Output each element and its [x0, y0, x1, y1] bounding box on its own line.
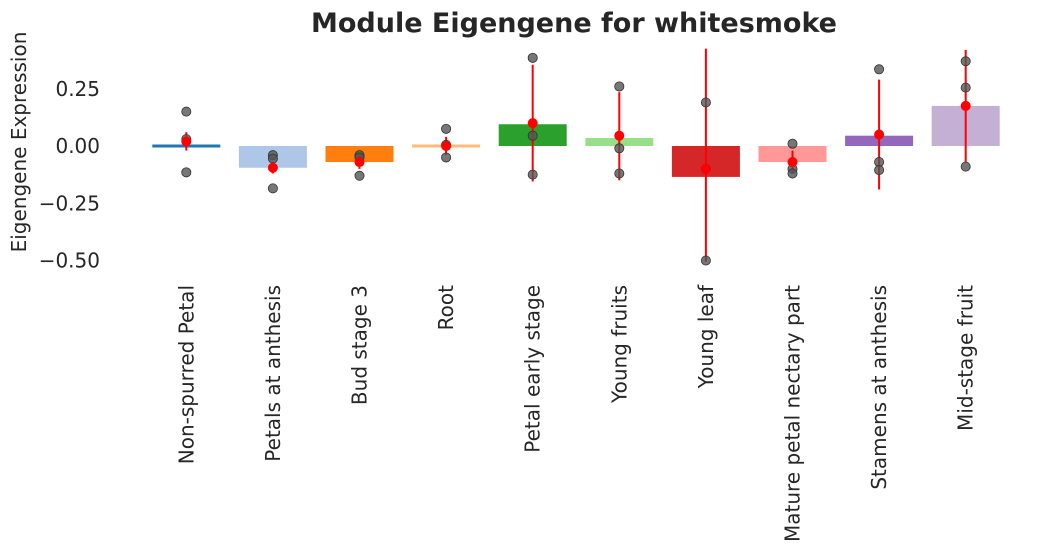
data-point	[700, 97, 711, 108]
y-tick-label: −0.50	[39, 249, 100, 273]
mean-marker	[960, 100, 971, 111]
x-tick-label: Non-spurred Petal	[174, 285, 198, 464]
y-axis-label: Eigengene Expression	[7, 32, 31, 253]
data-point	[181, 106, 192, 117]
data-point	[614, 143, 625, 154]
data-point	[527, 130, 538, 141]
mean-markers	[181, 100, 971, 174]
mean-marker	[441, 141, 452, 151]
mean-marker	[700, 163, 711, 174]
data-point	[267, 153, 278, 164]
y-tick-label: 0.00	[55, 134, 100, 158]
x-tick-label: Petals at anthesis	[261, 285, 285, 462]
x-tick-label: Bud stage 3	[348, 285, 372, 405]
y-tick-label: 0.25	[55, 77, 100, 101]
y-axis-ticks: 0.25 0.00 −0.25 −0.50	[39, 77, 100, 273]
x-tick-label: Petal early stage	[521, 285, 545, 453]
data-point	[874, 64, 885, 75]
data-point	[181, 167, 192, 178]
x-tick-label: Root	[434, 285, 458, 330]
data-point	[960, 82, 971, 93]
data-point	[614, 168, 625, 179]
mean-marker	[614, 130, 625, 141]
mean-marker	[181, 136, 192, 147]
data-point	[700, 255, 711, 266]
y-tick-label: −0.25	[39, 191, 100, 215]
data-point	[787, 168, 798, 179]
data-point	[527, 169, 538, 180]
data-point	[354, 170, 365, 181]
x-tick-label: Young leaf	[694, 284, 718, 389]
data-point	[960, 56, 971, 67]
chart-title: Module Eigengene for whitesmoke	[311, 8, 837, 39]
data-point	[960, 161, 971, 172]
mean-marker	[354, 157, 365, 168]
mean-marker	[527, 118, 538, 129]
data-point	[614, 81, 625, 92]
mean-marker	[874, 129, 885, 140]
data-point	[441, 152, 452, 163]
data-point	[787, 138, 798, 149]
x-tick-label: Stamens at anthesis	[867, 285, 891, 490]
x-tick-label: Mid-stage fruit	[954, 285, 978, 431]
data-point	[874, 165, 885, 176]
data-point	[527, 52, 538, 63]
x-axis-ticks: Non-spurred Petal Petals at anthesis Bud s…	[174, 284, 977, 542]
bars	[152, 105, 1000, 177]
data-point	[267, 183, 278, 194]
x-tick-label: Young fruits	[607, 285, 631, 404]
mean-marker	[787, 157, 798, 168]
data-point	[441, 123, 452, 134]
x-tick-label: Mature petal nectary part	[781, 285, 805, 542]
mean-marker	[267, 162, 278, 173]
